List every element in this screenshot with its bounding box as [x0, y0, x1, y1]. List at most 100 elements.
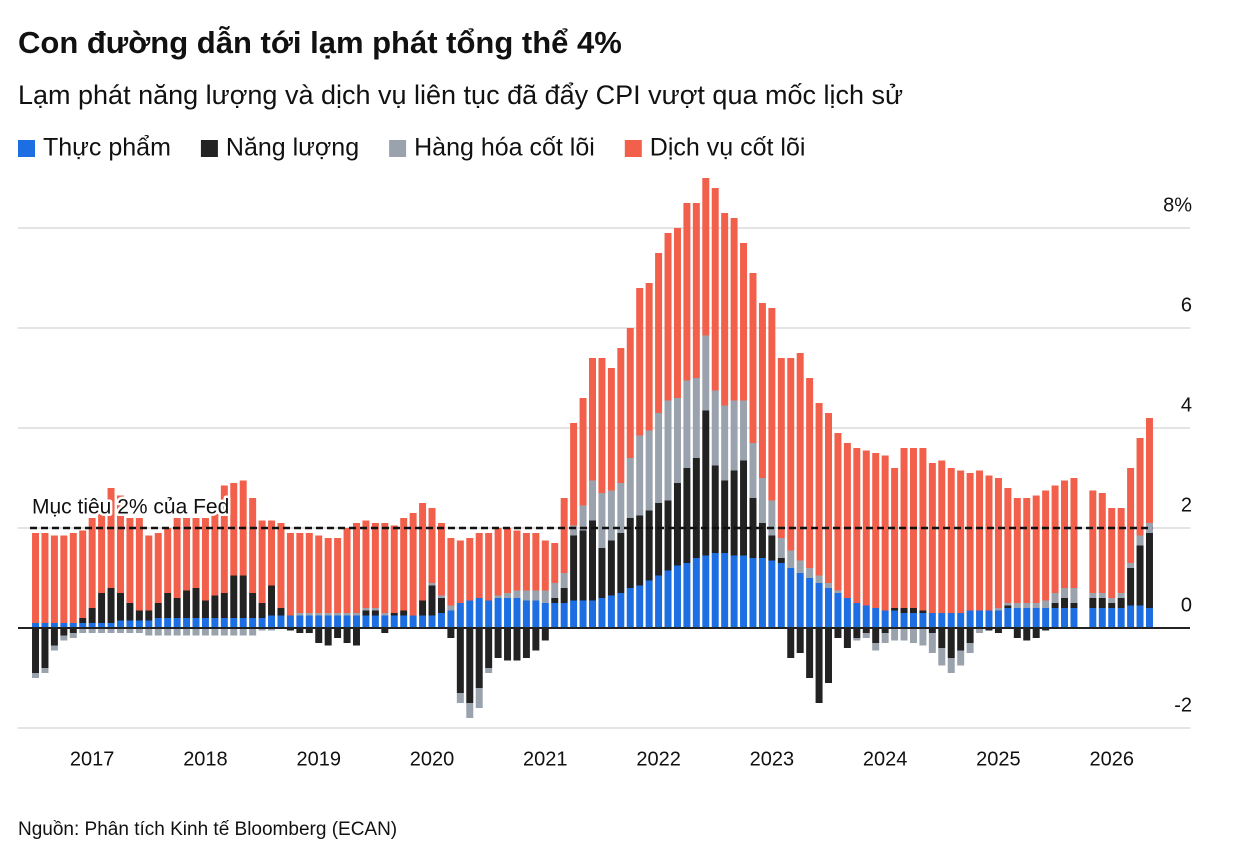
bar-segment: [381, 628, 389, 633]
bar-segment: [296, 615, 304, 628]
bar-segment: [60, 628, 68, 636]
legend-label: Thực phẩm: [43, 134, 171, 162]
bar-segment: [362, 520, 370, 608]
bar-segment: [343, 615, 351, 628]
bar-segment: [211, 508, 219, 596]
bar-segment: [475, 688, 483, 708]
bar-segment: [50, 645, 58, 651]
bar-segment: [825, 588, 833, 628]
bar-segment: [504, 598, 512, 628]
bar-segment: [239, 618, 247, 628]
bar-segment: [98, 508, 106, 593]
bar-segment: [522, 600, 530, 628]
bar-segment: [390, 613, 398, 616]
bar-segment: [589, 480, 596, 521]
bar-segment: [343, 628, 351, 643]
y-tick-label: 8%: [1163, 194, 1192, 216]
bar-segment: [352, 613, 360, 616]
bar-segment: [50, 535, 58, 623]
bar-segment: [834, 433, 842, 591]
bar-segment: [50, 628, 58, 646]
bar-segment: [145, 628, 153, 636]
bar-segment: [211, 628, 219, 636]
bar-segment: [919, 628, 927, 646]
bar-segment: [645, 430, 653, 511]
bar-segment: [928, 613, 936, 628]
bar-segment: [324, 538, 332, 613]
bar-segment: [352, 615, 360, 628]
bar-segment: [466, 538, 474, 601]
bar-segment: [853, 628, 861, 638]
x-tick-label: 2026: [1089, 748, 1134, 770]
bar-segment: [211, 618, 219, 628]
bar-segment: [1061, 480, 1069, 588]
bar-segment: [32, 628, 40, 673]
bar-segment: [485, 628, 493, 668]
bar-segment: [79, 623, 87, 628]
bar-segment: [1004, 488, 1012, 603]
bar-segment: [352, 523, 360, 613]
bar-segment: [277, 608, 285, 616]
bar-segment: [50, 623, 58, 628]
bar-segment: [116, 495, 124, 593]
bar-segment: [334, 613, 342, 616]
bar-segment: [711, 553, 719, 628]
bar-segment: [494, 598, 502, 628]
bar-segment: [60, 635, 68, 641]
bar-segment: [381, 615, 389, 628]
bar-segment: [116, 593, 124, 621]
bar-segment: [126, 518, 134, 603]
bar-segment: [456, 603, 464, 628]
bar-segment: [994, 628, 1002, 633]
bar-segment: [324, 615, 332, 628]
bar-segment: [428, 585, 436, 616]
bar-segment: [211, 595, 219, 618]
bar-segment: [560, 588, 568, 603]
bar-segment: [702, 410, 710, 556]
bar-segment: [598, 358, 606, 493]
bar-segment: [437, 613, 445, 628]
bar-segment: [853, 638, 861, 641]
bar-segment: [806, 578, 814, 628]
bar-segment: [277, 523, 285, 608]
bar-segment: [371, 610, 379, 616]
bar-segment: [135, 628, 143, 633]
bar-segment: [334, 615, 342, 628]
bar-segment: [192, 588, 200, 618]
bar-segment: [749, 498, 757, 558]
bar-segment: [201, 628, 209, 636]
bar-segment: [305, 533, 313, 613]
bar-segment: [891, 628, 899, 641]
bar-segment: [1042, 628, 1050, 631]
bar-segment: [579, 505, 587, 531]
bar-segment: [504, 593, 512, 598]
bar-segment: [69, 628, 77, 633]
bar-segment: [1023, 498, 1031, 603]
bar-segment: [711, 465, 719, 553]
bar-segment: [551, 598, 559, 603]
bar-segment: [815, 575, 823, 583]
bar-segment: [343, 613, 351, 616]
bar-segment: [758, 558, 766, 628]
bar-segment: [522, 628, 530, 658]
bar-segment: [183, 628, 191, 636]
bar-segment: [154, 628, 162, 636]
bar-segment: [891, 468, 899, 608]
bar-segment: [1051, 608, 1059, 628]
bar-segment: [324, 628, 332, 646]
bar-segment: [447, 605, 455, 611]
bar-segment: [334, 628, 342, 638]
bar-segment: [428, 583, 436, 586]
bar-segment: [286, 628, 294, 631]
bar-segment: [1032, 608, 1040, 628]
bar-segment: [1051, 603, 1059, 608]
bar-segment: [305, 613, 313, 616]
bar-segment: [1136, 438, 1144, 536]
bar-segment: [570, 600, 578, 628]
bar-segment: [655, 575, 663, 628]
bar-segment: [607, 595, 615, 628]
bar-segment: [362, 608, 370, 611]
bar-segment: [976, 628, 984, 633]
x-tick-label: 2017: [70, 748, 115, 770]
bar-segment: [504, 628, 512, 661]
